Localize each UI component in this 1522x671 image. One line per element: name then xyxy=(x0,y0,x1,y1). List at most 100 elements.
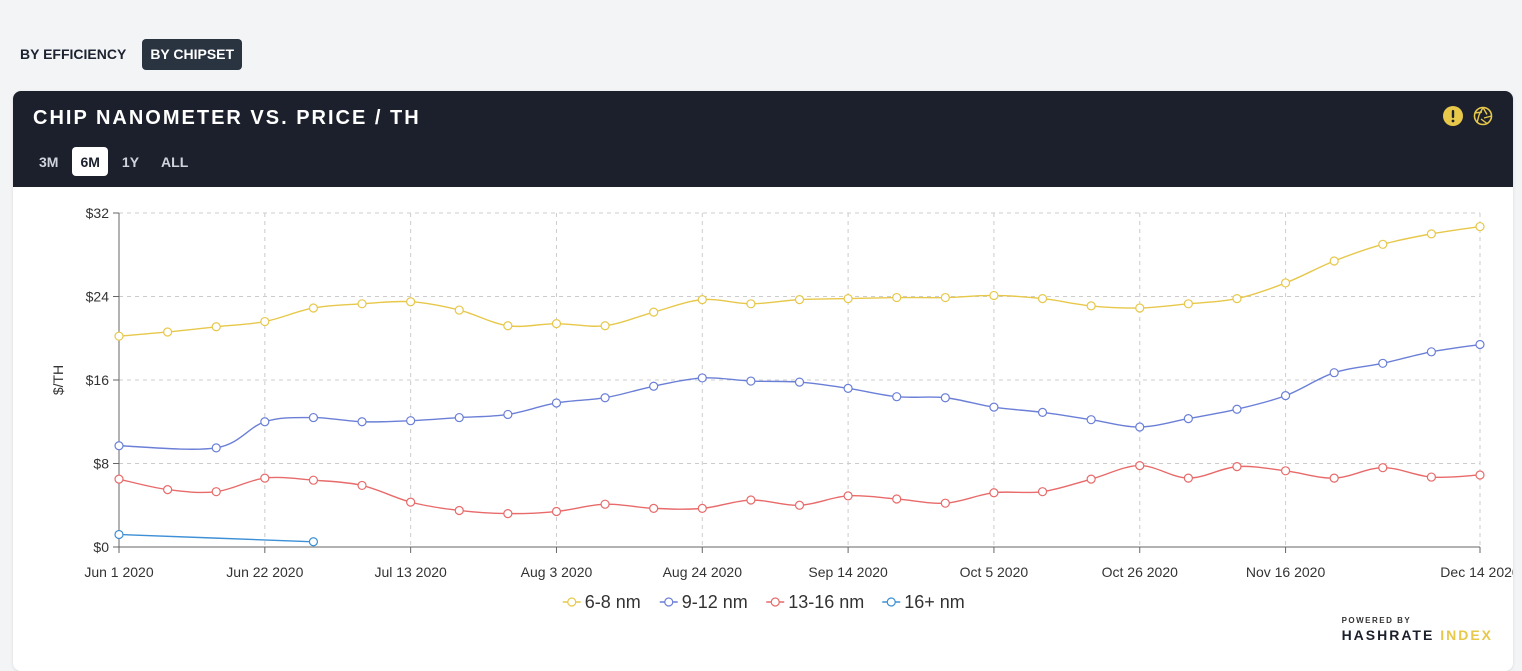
data-point xyxy=(746,376,756,386)
data-point xyxy=(357,299,367,309)
data-point xyxy=(1475,221,1485,232)
by-efficiency-button[interactable]: BY EFFICIENCY xyxy=(12,39,134,70)
data-point xyxy=(114,441,124,451)
brand-main-text: HASHRATE xyxy=(1341,627,1435,643)
chart-card: CHIP NANOMETER VS. PRICE / TH 3M 6M 1Y A… xyxy=(13,91,1513,671)
legend-label: 6-8 nm xyxy=(585,592,641,612)
data-point xyxy=(892,494,902,504)
data-point xyxy=(260,417,270,427)
by-chipset-button[interactable]: BY CHIPSET xyxy=(142,39,243,70)
data-point xyxy=(308,412,319,423)
view-toggle-group: BY EFFICIENCY BY CHIPSET xyxy=(12,39,243,70)
y-axis-label: $/TH xyxy=(50,365,66,395)
data-point xyxy=(940,393,950,403)
data-point xyxy=(114,474,124,484)
y-tick-label: $16 xyxy=(86,372,110,388)
data-point xyxy=(260,316,270,327)
data-point xyxy=(1378,239,1388,249)
x-tick-label: Jul 13 2020 xyxy=(374,564,447,580)
data-point xyxy=(1329,256,1339,266)
data-point xyxy=(1232,462,1242,472)
camera-aperture-icon[interactable] xyxy=(1473,106,1493,126)
data-point xyxy=(1232,293,1242,304)
legend-swatch-marker xyxy=(770,597,780,607)
data-point xyxy=(1280,466,1291,476)
data-point xyxy=(406,497,416,507)
x-tick-label: Sep 14 2020 xyxy=(808,564,888,580)
data-point xyxy=(1037,487,1048,497)
series-line-9-12-nm xyxy=(118,343,1481,450)
y-tick-label: $8 xyxy=(93,456,109,472)
data-point xyxy=(308,537,319,547)
data-point xyxy=(357,417,367,427)
range-6m-button[interactable]: 6M xyxy=(72,147,108,176)
data-point xyxy=(1280,391,1291,401)
legend-swatch-marker xyxy=(567,597,577,607)
data-point xyxy=(454,305,464,315)
data-point xyxy=(1329,473,1339,483)
y-tick-label: $32 xyxy=(86,205,110,221)
header-icons xyxy=(1443,106,1493,126)
x-tick-label: Jun 22 2020 xyxy=(226,564,303,580)
data-point xyxy=(503,509,513,519)
data-point xyxy=(308,475,319,485)
powered-by-label: POWERED BY xyxy=(1341,616,1412,625)
data-point xyxy=(357,480,367,491)
data-point xyxy=(551,398,562,408)
data-point xyxy=(454,412,464,423)
x-tick-label: Jun 1 2020 xyxy=(84,564,153,580)
data-point xyxy=(308,303,319,313)
powered-by-branding: POWERED BY HASHRATE INDEX xyxy=(1342,616,1493,643)
data-point xyxy=(1329,368,1339,378)
data-point xyxy=(892,292,902,303)
brand-logo[interactable]: HASHRATE INDEX xyxy=(1342,627,1493,643)
data-point xyxy=(649,307,659,317)
data-point xyxy=(503,409,513,420)
data-point xyxy=(600,321,610,331)
data-point xyxy=(794,377,805,387)
data-point xyxy=(843,491,853,501)
data-point xyxy=(1232,404,1242,414)
data-point xyxy=(211,322,221,332)
range-all-button[interactable]: ALL xyxy=(153,147,196,176)
data-point xyxy=(1135,303,1145,313)
range-3m-button[interactable]: 3M xyxy=(31,147,66,176)
data-point xyxy=(794,500,805,510)
legend-label: 9-12 nm xyxy=(682,592,748,612)
data-point xyxy=(1086,301,1096,311)
data-point xyxy=(1378,358,1388,368)
legend-label: 13-16 nm xyxy=(788,592,864,612)
data-point xyxy=(697,295,707,305)
y-tick-label: $24 xyxy=(86,289,110,305)
x-tick-label: Oct 26 2020 xyxy=(1102,564,1178,580)
brand-accent-text: INDEX xyxy=(1440,627,1493,643)
data-point xyxy=(989,290,999,301)
data-point xyxy=(989,402,999,412)
y-tick-label: $0 xyxy=(93,539,109,555)
time-range-group: 3M 6M 1Y ALL xyxy=(31,147,196,176)
data-point xyxy=(551,506,562,517)
data-point xyxy=(600,393,610,403)
data-point xyxy=(211,487,221,497)
data-point xyxy=(1426,229,1436,239)
legend-label: 16+ nm xyxy=(904,592,965,612)
data-point xyxy=(1183,299,1193,309)
data-point xyxy=(163,327,173,337)
data-point xyxy=(746,299,756,309)
data-point xyxy=(454,505,464,516)
data-point xyxy=(1135,422,1145,432)
data-point xyxy=(1037,293,1048,304)
data-point xyxy=(892,392,902,402)
price-per-th-chart: $0 $8 $16 $24 $32 Jun 1 2020 Jun 22 2020 Jul 13… xyxy=(50,205,1513,612)
data-point xyxy=(649,503,659,513)
data-point xyxy=(697,503,707,513)
data-point xyxy=(260,473,270,483)
data-point xyxy=(114,529,124,540)
alert-icon[interactable] xyxy=(1443,106,1463,126)
x-tick-label: Aug 24 2020 xyxy=(663,564,743,580)
range-1y-button[interactable]: 1Y xyxy=(114,147,147,176)
data-point xyxy=(1183,473,1193,483)
data-point xyxy=(940,292,950,303)
card-header: CHIP NANOMETER VS. PRICE / TH 3M 6M 1Y A… xyxy=(13,91,1513,187)
data-point xyxy=(649,381,659,391)
